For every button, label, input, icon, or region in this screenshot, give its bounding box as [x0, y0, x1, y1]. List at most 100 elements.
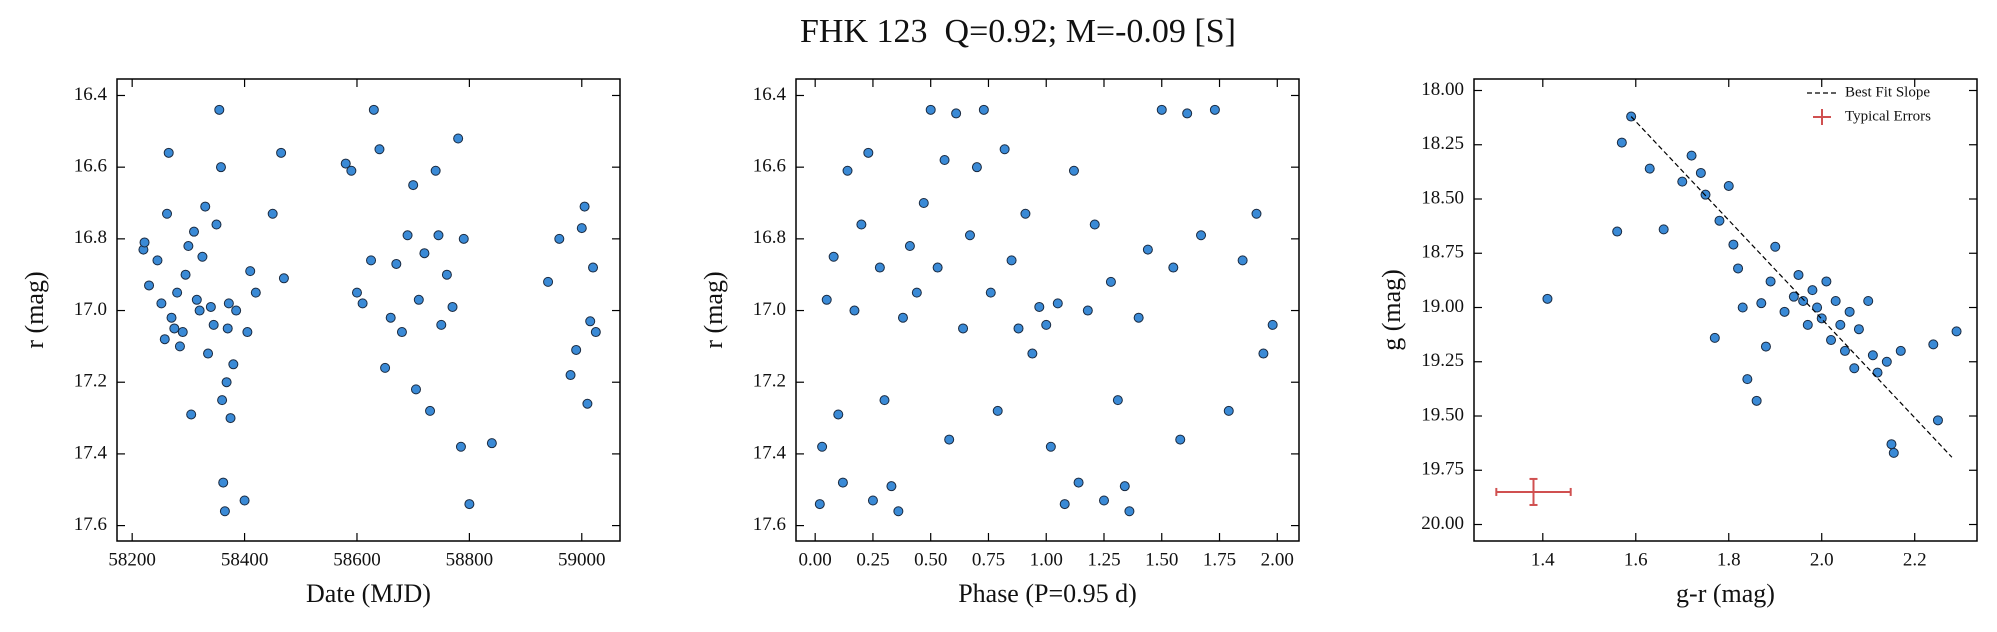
data-point [1821, 276, 1832, 287]
data-point [163, 147, 174, 158]
x-tick-label: 0.50 [914, 549, 947, 570]
data-point [576, 223, 587, 234]
data-point [1073, 477, 1084, 488]
data-point [971, 162, 982, 173]
data-point [585, 316, 596, 327]
data-point [1237, 255, 1248, 266]
data-point [183, 241, 194, 252]
data-point [396, 327, 407, 338]
y-tick-label: 16.8 [74, 227, 107, 248]
data-point [1027, 348, 1038, 359]
y-tick-label: 17.4 [753, 442, 787, 463]
data-point [1802, 319, 1813, 330]
data-point [1223, 405, 1234, 416]
data-point [1098, 495, 1109, 506]
data-point [231, 305, 242, 316]
x-tick-label: 59000 [558, 549, 606, 570]
data-point [1006, 255, 1017, 266]
y-tick-label: 16.4 [74, 84, 108, 105]
data-point [156, 298, 167, 309]
data-point [1830, 295, 1841, 306]
data-point [221, 377, 232, 388]
data-point [1733, 263, 1744, 274]
x-tick-label: 58800 [446, 549, 494, 570]
data-point [1728, 239, 1739, 250]
y-tick-label: 16.4 [753, 84, 787, 105]
legend-label: Typical Errors [1845, 108, 1931, 124]
data-point [1839, 345, 1850, 356]
x-tick-label: 1.6 [1624, 549, 1648, 570]
data-point [1751, 395, 1762, 406]
plot-frame [795, 78, 1300, 542]
data-point [1196, 230, 1207, 241]
data-point [886, 481, 897, 492]
data-point [239, 495, 250, 506]
data-point [441, 269, 452, 280]
data-point [1853, 324, 1864, 335]
data-point [1644, 163, 1655, 174]
data-point [579, 201, 590, 212]
x-tick-label: 1.50 [1145, 549, 1178, 570]
data-point [1013, 323, 1024, 334]
data-point [1251, 208, 1262, 219]
data-point [1867, 350, 1878, 361]
data-point [904, 241, 915, 252]
data-point [139, 237, 150, 248]
data-point [1863, 295, 1874, 306]
data-point [1835, 319, 1846, 330]
plot-frame [1473, 78, 1978, 542]
x-tick-label: 0.00 [799, 549, 832, 570]
data-point [1168, 262, 1179, 273]
data-point [1844, 306, 1855, 317]
y-tick-label: 17.6 [753, 514, 786, 535]
data-point [203, 348, 214, 359]
data-point [571, 344, 582, 355]
data-point [1723, 180, 1734, 191]
data-point [1807, 285, 1818, 296]
data-point [925, 104, 936, 115]
y-tick-label: 18.50 [1421, 187, 1464, 208]
data-point [430, 165, 441, 176]
data-point [932, 262, 943, 273]
data-point [1677, 176, 1688, 187]
data-point [1020, 208, 1031, 219]
data-point [911, 287, 922, 298]
data-point [177, 327, 188, 338]
data-point [214, 104, 225, 115]
data-point [1612, 226, 1623, 237]
data-point [346, 165, 357, 176]
x-tick-label: 1.75 [1203, 549, 1236, 570]
data-point [1133, 312, 1144, 323]
data-point [1709, 332, 1720, 343]
data-point [174, 341, 185, 352]
data-point [357, 298, 368, 309]
data-point [1041, 319, 1052, 330]
data-point [565, 370, 576, 381]
data-point [1932, 415, 1943, 426]
data-point [436, 319, 447, 330]
data-point [582, 398, 593, 409]
data-point [897, 312, 908, 323]
data-point [856, 219, 867, 230]
data-point [188, 226, 199, 237]
data-point [1082, 305, 1093, 316]
data-point [1124, 506, 1135, 517]
data-point [340, 158, 351, 169]
data-point [433, 230, 444, 241]
y-axis-label: g (mag) [1377, 269, 1406, 351]
data-point [554, 233, 565, 244]
data-point [964, 230, 975, 241]
data-point [588, 262, 599, 273]
data-point [172, 287, 183, 298]
data-point [425, 405, 436, 416]
data-point [1267, 319, 1278, 330]
x-tick-label: 1.25 [1087, 549, 1120, 570]
data-point [1888, 447, 1899, 458]
data-point [211, 219, 222, 230]
data-point [837, 477, 848, 488]
y-tick-label: 19.50 [1421, 404, 1464, 425]
data-point [1765, 276, 1776, 287]
y-tick-label: 18.25 [1421, 133, 1464, 154]
data-point [385, 312, 396, 323]
data-point [464, 499, 475, 510]
